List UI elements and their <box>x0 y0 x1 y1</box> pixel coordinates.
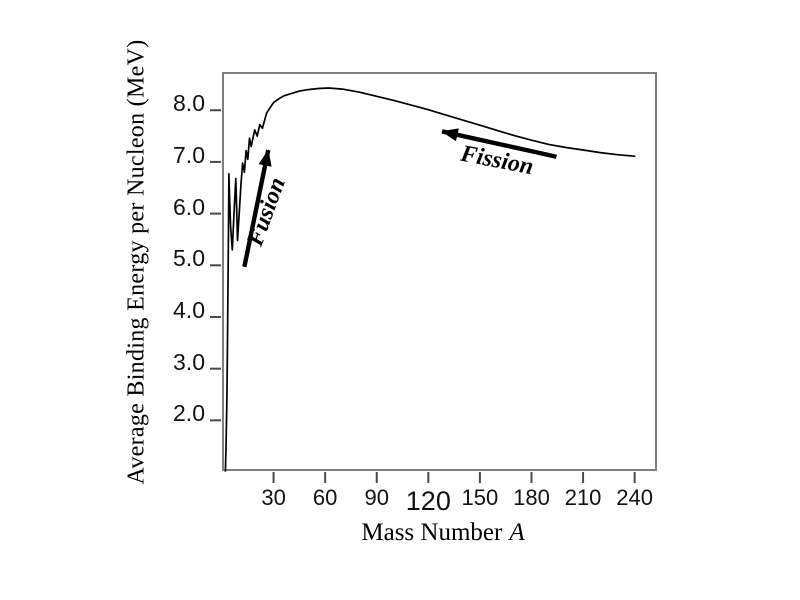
x-tick-label: 210 <box>564 485 602 510</box>
y-tick-label: 4.0 <box>173 296 205 323</box>
fission-arrow <box>441 128 557 159</box>
x-tick-label: 90 <box>364 485 389 510</box>
x-tick-label: 60 <box>312 485 338 510</box>
x-tick-label: 120 <box>405 486 451 516</box>
x-tick-label: 180 <box>513 485 550 510</box>
x-axis-label: Mass Number A <box>361 519 524 547</box>
binding-energy-curve <box>224 87 636 472</box>
y-tick-label: 8.0 <box>173 90 205 117</box>
x-tick-label: 150 <box>461 485 499 510</box>
y-tick-label: 7.0 <box>173 141 205 168</box>
x-tick-label: 240 <box>616 485 653 510</box>
y-tick-label: 2.0 <box>173 400 205 427</box>
x-axis-label-variable: A <box>509 519 525 546</box>
y-tick-label: 3.0 <box>173 348 205 375</box>
y-tick-label: 5.0 <box>173 245 205 272</box>
y-axis-label: Average Binding Energy per Nucleon (MeV) <box>123 39 150 485</box>
fusion-arrow <box>242 149 272 268</box>
y-tick-label: 6.0 <box>173 193 205 220</box>
tick-marks <box>210 109 636 483</box>
x-axis-label-text: Mass Number <box>361 519 503 546</box>
plot-border <box>222 72 657 471</box>
x-tick-label: 30 <box>261 485 286 510</box>
